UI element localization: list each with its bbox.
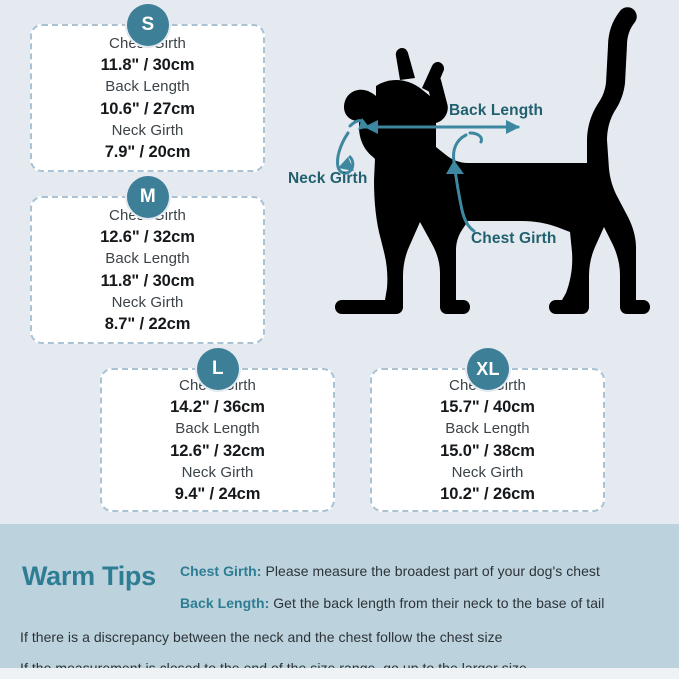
- diagram-label-back-length: Back Length: [449, 102, 544, 119]
- tip-row-chest-girth: Chest Girth: Please measure the broadest…: [180, 563, 600, 579]
- warm-tips-title: Warm Tips: [22, 561, 156, 591]
- diagram-label-chest-girth: Chest Girth: [471, 230, 557, 247]
- size-xl-neck-girth-label: Neck Girth: [451, 463, 524, 481]
- size-badge-s: S: [127, 4, 169, 46]
- tip-text-back-length: Get the back length from their neck to t…: [269, 595, 605, 611]
- size-card-xl: Chest Girth 15.7" / 40cm Back Length 15.…: [370, 368, 605, 512]
- size-s-back-length-label: Back Length: [105, 78, 190, 96]
- size-s-neck-girth-label: Neck Girth: [111, 121, 184, 139]
- size-card-m: Chest Girth 12.6" / 32cm Back Length 11.…: [30, 196, 265, 344]
- size-m-back-length-label: Back Length: [105, 250, 190, 268]
- size-s-neck-girth-value: 7.9" / 20cm: [104, 143, 191, 161]
- size-xl-chest-girth-value: 15.7" / 40cm: [440, 398, 535, 417]
- size-xl-back-length-label: Back Length: [445, 420, 530, 438]
- cat-silhouette-icon: [335, 7, 650, 314]
- size-badge-l: L: [197, 348, 239, 390]
- warm-tips-panel: Warm Tips Chest Girth: Please measure th…: [0, 524, 679, 676]
- chest-girth-loop-icon: [446, 131, 483, 233]
- size-l-back-length-value: 12.6" / 32cm: [170, 441, 265, 460]
- size-card-l: Chest Girth 14.2" / 36cm Back Length 12.…: [100, 368, 335, 512]
- size-m-neck-girth-label: Neck Girth: [111, 293, 184, 311]
- size-l-chest-girth-value: 14.2" / 36cm: [170, 398, 265, 417]
- bottom-strip: [0, 668, 679, 679]
- neck-girth-loop-icon: [336, 118, 369, 175]
- size-l-back-length-label: Back Length: [175, 420, 260, 438]
- size-l-neck-girth-value: 9.4" / 24cm: [174, 485, 261, 503]
- size-xl-neck-girth-value: 10.2" / 26cm: [440, 485, 535, 503]
- size-xl-back-length-value: 15.0" / 38cm: [440, 441, 535, 460]
- diagram-label-neck-girth: Neck Girth: [288, 170, 368, 187]
- size-badge-xl: XL: [467, 348, 509, 390]
- back-length-arrow-icon: [362, 120, 520, 134]
- tip-row-discrepancy: If there is a discrepancy between the ne…: [20, 629, 503, 645]
- size-card-s: Chest Girth 11.8" / 30cm Back Length 10.…: [30, 24, 265, 172]
- size-s-chest-girth-value: 11.8" / 30cm: [100, 56, 195, 75]
- tip-row-back-length: Back Length: Get the back length from th…: [180, 595, 604, 611]
- size-m-neck-girth-value: 8.7" / 22cm: [104, 315, 191, 333]
- size-m-chest-girth-value: 12.6" / 32cm: [100, 228, 195, 247]
- size-s-back-length-value: 10.6" / 27cm: [100, 99, 195, 118]
- size-m-back-length-value: 11.8" / 30cm: [100, 271, 195, 290]
- cat-measurement-diagram: [296, 0, 679, 345]
- tip-key-back-length: Back Length:: [180, 595, 270, 611]
- tip-key-chest-girth: Chest Girth:: [180, 563, 262, 579]
- size-badge-m: M: [127, 176, 169, 218]
- tip-text-chest-girth: Please measure the broadest part of your…: [261, 563, 600, 579]
- size-l-neck-girth-label: Neck Girth: [181, 463, 254, 481]
